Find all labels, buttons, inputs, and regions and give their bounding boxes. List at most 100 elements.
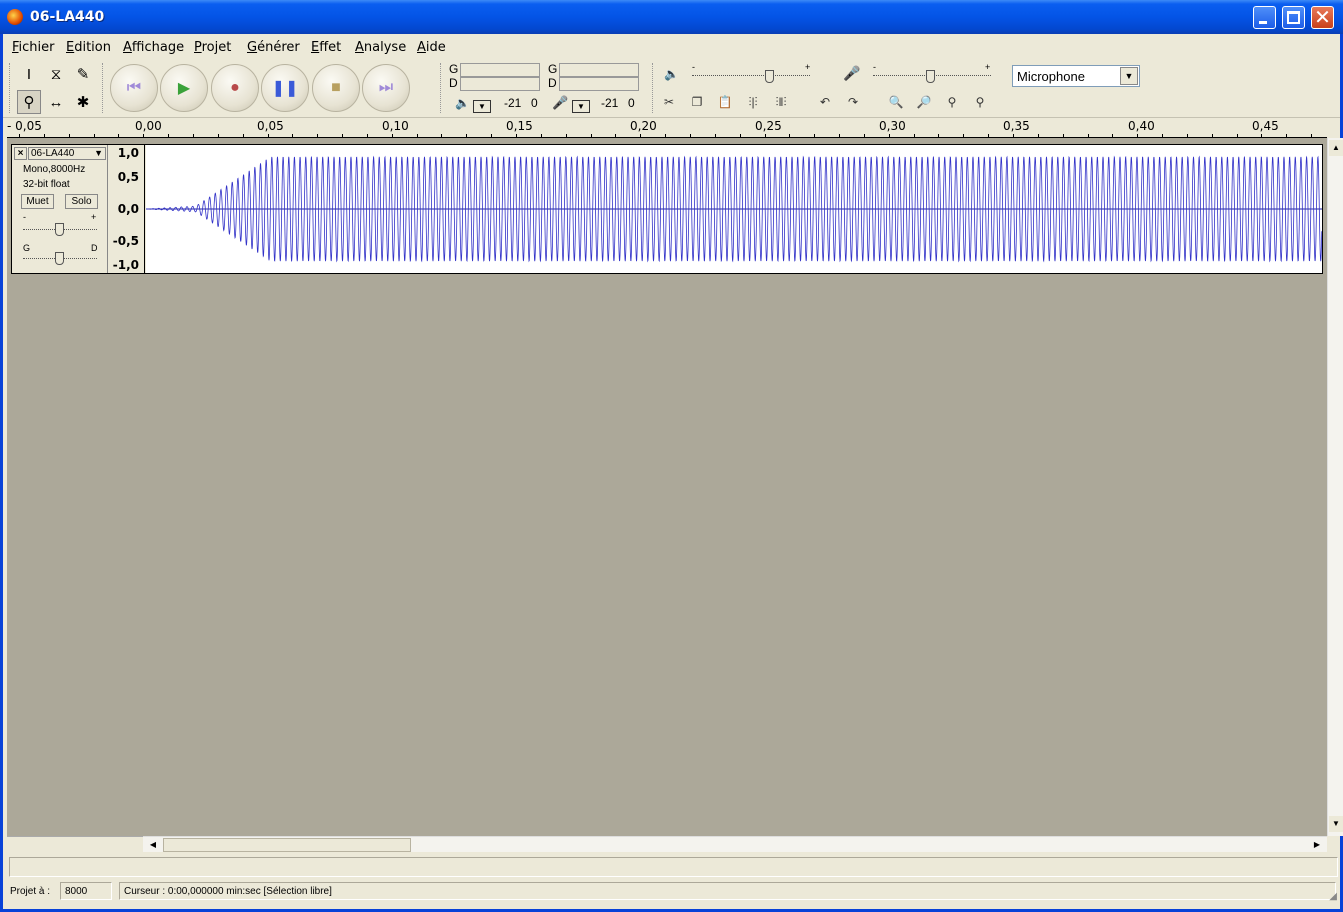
ruler-minor-tick: [665, 134, 666, 137]
track-name-menu[interactable]: 06-LA440 ▼: [28, 147, 106, 160]
cut-icon[interactable]: ✂: [663, 95, 675, 109]
microphone-icon: 🎤: [552, 95, 569, 110]
chevron-down-icon[interactable]: ▼: [1120, 67, 1138, 85]
horizontal-scroll-thumb[interactable]: [163, 838, 411, 852]
zoom-tool-icon[interactable]: ⚲: [17, 90, 41, 114]
ruler-label: 0,45: [1252, 119, 1279, 133]
ruler-minor-tick: [516, 134, 517, 137]
scroll-down-icon[interactable]: ▼: [1329, 816, 1343, 832]
window-title: 06-LA440: [30, 9, 105, 25]
ruler-minor-tick: [441, 134, 442, 137]
ruler-minor-tick: [938, 134, 939, 137]
toolbar-grip[interactable]: [9, 63, 12, 113]
menu-generer[interactable]: Générer: [247, 40, 300, 55]
rec-meter-left[interactable]: [559, 63, 639, 77]
amplitude-label: -1,0: [112, 258, 139, 272]
menu-effet[interactable]: Effet: [311, 40, 342, 55]
play-meter-right[interactable]: [460, 77, 540, 91]
chevron-down-icon: ▼: [94, 148, 103, 158]
pan-left-label: G: [23, 243, 31, 253]
tracks-area[interactable]: × 06-LA440 ▼ Mono,8000Hz 32-bit float Mu…: [7, 138, 1327, 836]
ruler-minor-tick: [168, 134, 169, 137]
skip-end-button[interactable]: ⏭: [362, 64, 410, 112]
pan-thumb[interactable]: [55, 252, 64, 265]
trim-icon[interactable]: ⫶|⫶: [748, 94, 758, 109]
stop-button[interactable]: ■: [312, 64, 360, 112]
toolbar-grip[interactable]: [102, 63, 105, 113]
output-volume-thumb[interactable]: [765, 70, 774, 83]
fit-project-icon[interactable]: ⚲: [975, 95, 985, 109]
scroll-spacer: [7, 836, 143, 852]
timeline-ruler[interactable]: - 0,05 0,00 0,05 0,10 0,15 0,20 0,25 0,3…: [7, 118, 1327, 138]
status-bar-top: [9, 857, 1338, 877]
resize-grip-icon[interactable]: ◢: [1329, 891, 1337, 902]
play-meter-scale-min: -21: [504, 96, 522, 110]
menu-affichage[interactable]: Affichage: [123, 40, 185, 55]
ruler-minor-tick: [814, 134, 815, 137]
ruler-minor-tick: [715, 134, 716, 137]
draw-tool-icon[interactable]: ✎: [76, 66, 90, 83]
amplitude-ruler[interactable]: 1,0 0,5 0,0 -0,5 -1,0: [109, 145, 145, 273]
mute-button[interactable]: Muet: [21, 194, 54, 209]
selection-tool-icon[interactable]: I: [26, 65, 32, 83]
maximize-button[interactable]: [1282, 6, 1305, 29]
toolbar-grip[interactable]: [440, 63, 443, 113]
title-bar[interactable]: 06-LA440 ✕: [0, 0, 1343, 34]
gain-thumb[interactable]: [55, 223, 64, 236]
scroll-up-icon[interactable]: ▲: [1329, 140, 1343, 156]
multi-tool-icon[interactable]: ✱: [76, 94, 90, 111]
rec-meter-scale-max: 0: [628, 96, 635, 110]
paste-icon[interactable]: 📋: [717, 95, 733, 109]
menu-fichier[interactable]: Fichier: [12, 40, 55, 55]
vertical-scrollbar[interactable]: ▲ ▼: [1327, 138, 1343, 836]
envelope-tool-icon[interactable]: ⧖: [50, 65, 62, 83]
horizontal-scrollbar[interactable]: ◀ ▶: [143, 836, 1327, 852]
undo-icon[interactable]: ↶: [819, 95, 831, 109]
ruler-minor-tick: [491, 134, 492, 137]
scroll-right-icon[interactable]: ▶: [1313, 840, 1321, 849]
fit-selection-icon[interactable]: ⚲: [947, 95, 957, 109]
amplitude-label: 0,0: [117, 202, 139, 216]
ruler-minor-tick: [889, 134, 890, 137]
input-source-select[interactable]: Microphone ▼: [1012, 65, 1140, 87]
play-button[interactable]: ▶: [160, 64, 208, 112]
audacity-logo-icon: [7, 9, 23, 25]
ruler-minor-tick: [864, 134, 865, 137]
close-button[interactable]: ✕: [1311, 5, 1334, 29]
silence-icon[interactable]: ⫶‖⫶: [775, 94, 787, 109]
output-volume-slider[interactable]: [692, 75, 810, 76]
minimize-button[interactable]: [1253, 6, 1276, 29]
play-meter-menu-icon[interactable]: ▼: [473, 100, 491, 113]
project-rate-field[interactable]: 8000: [60, 882, 112, 900]
zoom-in-icon[interactable]: 🔍: [888, 95, 904, 109]
track-control-panel[interactable]: × 06-LA440 ▼ Mono,8000Hz 32-bit float Mu…: [12, 145, 108, 273]
gain-min-label: -: [23, 212, 26, 222]
input-volume-thumb[interactable]: [926, 70, 935, 83]
copy-icon[interactable]: ❐: [691, 95, 703, 109]
track-format: Mono,8000Hz: [23, 164, 86, 175]
waveform-display[interactable]: [146, 145, 1322, 273]
pause-button[interactable]: ❚❚: [261, 64, 309, 112]
solo-button[interactable]: Solo: [65, 194, 98, 209]
menu-aide[interactable]: Aide: [417, 40, 446, 55]
zoom-out-icon[interactable]: 🔎: [916, 95, 932, 109]
stop-icon: ■: [331, 79, 341, 96]
track-close-icon[interactable]: ×: [14, 147, 27, 160]
scroll-left-icon[interactable]: ◀: [149, 840, 157, 849]
rec-meter-right[interactable]: [559, 77, 639, 91]
skip-start-button[interactable]: ⏮: [110, 64, 158, 112]
menu-edition[interactable]: Edition: [66, 40, 111, 55]
play-meter-left[interactable]: [460, 63, 540, 77]
time-shift-tool-icon[interactable]: ↔: [48, 93, 64, 111]
cursor-status: Curseur : 0:00,000000 min:sec [Sélection…: [119, 882, 1336, 900]
ruler-minor-tick: [1311, 134, 1312, 137]
toolbar-grip[interactable]: [652, 63, 655, 113]
rec-meter-menu-icon[interactable]: ▼: [572, 100, 590, 113]
menu-projet[interactable]: Projet: [194, 40, 232, 55]
menu-analyse[interactable]: Analyse: [355, 40, 407, 55]
redo-icon[interactable]: ↷: [847, 95, 859, 109]
record-button[interactable]: ●: [211, 64, 259, 112]
audio-track[interactable]: × 06-LA440 ▼ Mono,8000Hz 32-bit float Mu…: [11, 144, 1323, 274]
ruler-minor-tick: [193, 134, 194, 137]
ruler-minor-tick: [1286, 134, 1287, 137]
